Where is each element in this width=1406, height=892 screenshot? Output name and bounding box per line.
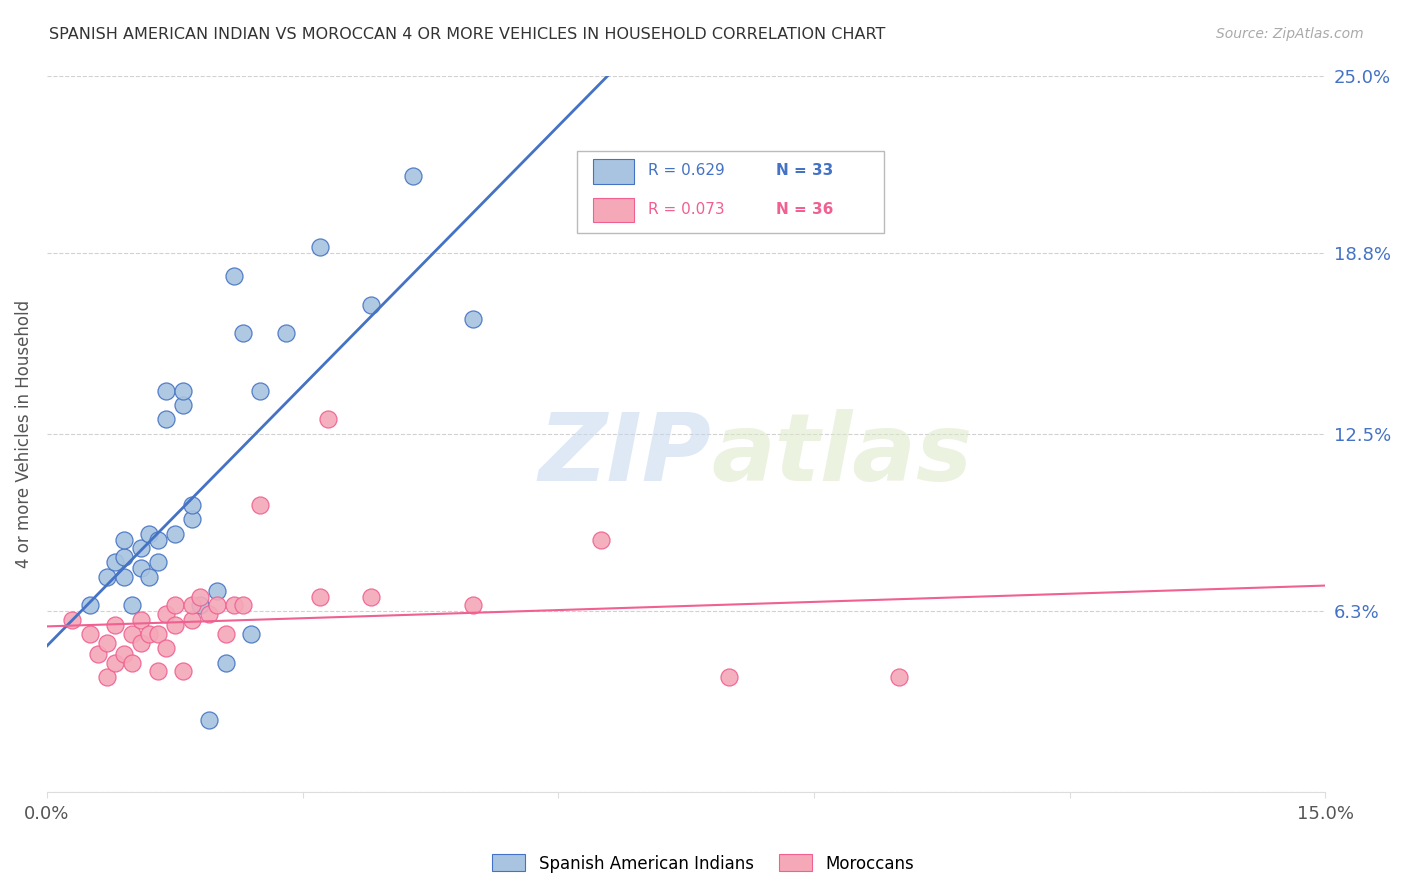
Point	[163, 618, 186, 632]
Point	[172, 665, 194, 679]
Point	[138, 570, 160, 584]
Point	[129, 613, 152, 627]
Point	[146, 533, 169, 547]
Point	[104, 556, 127, 570]
Point	[240, 627, 263, 641]
Point	[129, 561, 152, 575]
Point	[96, 635, 118, 649]
Point	[180, 512, 202, 526]
Point	[360, 590, 382, 604]
Y-axis label: 4 or more Vehicles in Household: 4 or more Vehicles in Household	[15, 300, 32, 567]
Text: R = 0.629: R = 0.629	[648, 163, 724, 178]
Point	[889, 670, 911, 684]
Point	[79, 599, 101, 613]
Point	[104, 618, 127, 632]
Point	[215, 627, 238, 641]
Text: N = 36: N = 36	[776, 202, 832, 217]
Point	[308, 590, 330, 604]
Point	[121, 599, 143, 613]
Point	[717, 670, 740, 684]
Point	[96, 670, 118, 684]
Point	[155, 412, 177, 426]
Point	[163, 599, 186, 613]
Point	[461, 599, 484, 613]
Point	[138, 526, 160, 541]
Point	[198, 713, 221, 727]
Point	[146, 627, 169, 641]
Point	[155, 641, 177, 656]
Point	[155, 384, 177, 398]
Point	[589, 533, 612, 547]
Point	[180, 613, 202, 627]
Point	[308, 240, 330, 254]
Point	[112, 647, 135, 661]
Text: ZIP: ZIP	[538, 409, 711, 501]
Point	[62, 613, 84, 627]
Point	[360, 298, 382, 312]
Point	[188, 590, 211, 604]
Point	[402, 169, 425, 183]
Text: R = 0.073: R = 0.073	[648, 202, 724, 217]
Point	[163, 526, 186, 541]
Text: atlas: atlas	[711, 409, 973, 501]
Point	[316, 412, 339, 426]
Text: N = 33: N = 33	[776, 163, 832, 178]
Point	[112, 549, 135, 564]
Point	[224, 268, 246, 283]
Point	[155, 607, 177, 621]
Point	[274, 326, 297, 341]
Point	[249, 498, 271, 512]
Legend: Spanish American Indians, Moroccans: Spanish American Indians, Moroccans	[485, 847, 921, 880]
Point	[172, 398, 194, 412]
Point	[180, 599, 202, 613]
FancyBboxPatch shape	[578, 151, 884, 233]
Point	[172, 384, 194, 398]
Text: SPANISH AMERICAN INDIAN VS MOROCCAN 4 OR MORE VEHICLES IN HOUSEHOLD CORRELATION : SPANISH AMERICAN INDIAN VS MOROCCAN 4 OR…	[49, 27, 886, 42]
Point	[121, 656, 143, 670]
Point	[112, 570, 135, 584]
Point	[207, 599, 229, 613]
Text: Source: ZipAtlas.com: Source: ZipAtlas.com	[1216, 27, 1364, 41]
Bar	[593, 160, 634, 184]
Point	[146, 665, 169, 679]
Bar	[593, 198, 634, 222]
Point	[96, 570, 118, 584]
Point	[104, 656, 127, 670]
Point	[129, 635, 152, 649]
Point	[180, 498, 202, 512]
Point	[121, 627, 143, 641]
Point	[215, 656, 238, 670]
Point	[224, 599, 246, 613]
Point	[138, 627, 160, 641]
Point	[79, 627, 101, 641]
Point	[87, 647, 110, 661]
Point	[112, 533, 135, 547]
Point	[198, 607, 221, 621]
Point	[146, 556, 169, 570]
Point	[129, 541, 152, 555]
Point	[207, 584, 229, 599]
Point	[232, 326, 254, 341]
Point	[249, 384, 271, 398]
Point	[461, 312, 484, 326]
Point	[232, 599, 254, 613]
Point	[188, 599, 211, 613]
